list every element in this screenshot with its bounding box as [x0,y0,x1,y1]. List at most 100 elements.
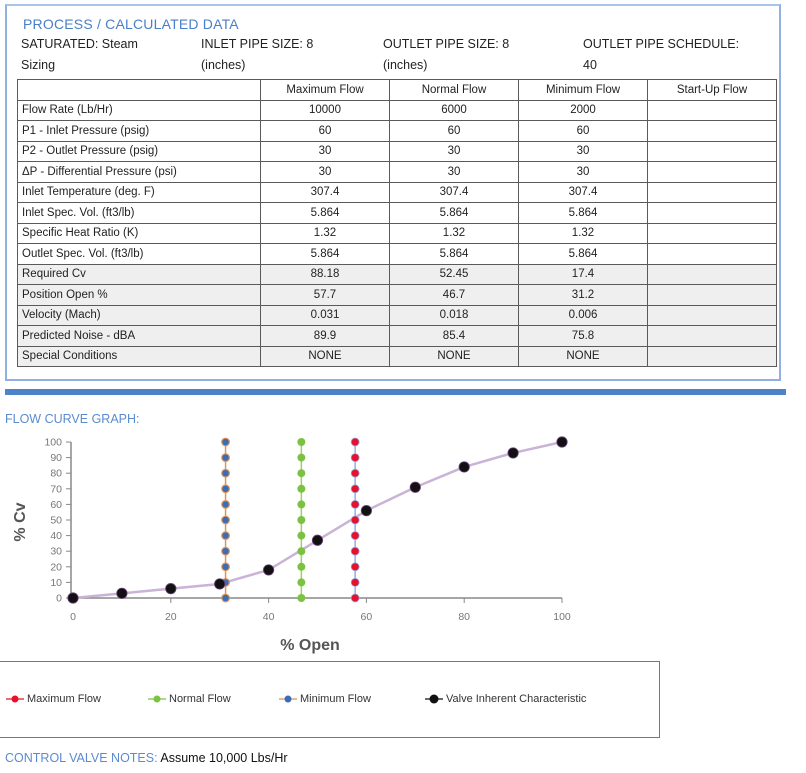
characteristic-point [116,587,128,599]
outlet-pipe-size-line2: (inches) [383,58,428,72]
cell-value: 5.864 [518,243,648,265]
fluid-type-line1: SATURATED: Steam [21,37,138,51]
cell-value: 0.018 [389,304,519,326]
table-row: ΔP - Differential Pressure (psi) 30 30 30 [17,161,777,183]
cell-value [647,202,777,224]
table-row: P1 - Inlet Pressure (psig) 60 60 60 [17,120,777,142]
characteristic-point [360,505,372,517]
cell-value [647,161,777,183]
table-row: Position Open % 57.7 46.7 31.2 [17,284,777,306]
header-minimum-flow: Minimum Flow [518,79,648,101]
flow-marker [350,562,360,572]
table-row: Specific Heat Ratio (K) 1.32 1.32 1.32 [17,222,777,244]
table-row: P2 - Outlet Pressure (psig) 30 30 30 [17,140,777,162]
flow-marker [297,484,306,493]
cell-value: 307.4 [389,181,519,203]
cell-value [647,304,777,326]
cell-value: 30 [260,161,390,183]
flow-marker [221,515,230,525]
header-blank [17,79,261,101]
cell-value: 5.864 [260,202,390,224]
flow-marker [221,593,230,603]
x-tick-label: 100 [553,611,571,623]
inlet-pipe-size: INLET PIPE SIZE: 8 (inches) [201,34,313,76]
y-tick-label: 50 [50,515,62,527]
cell-value: 30 [389,140,519,162]
legend-label-valve-characteristic: Valve Inherent Characteristic [446,693,587,705]
flow-marker [350,593,360,603]
table-row: Required Cv 88.18 52.45 17.4 [17,263,777,285]
section-divider [5,389,786,395]
flow-marker [297,453,306,462]
flow-marker [350,437,360,447]
cell-value: 6000 [389,99,519,121]
cell-value: 88.18 [260,263,390,285]
row-label: Inlet Spec. Vol. (ft3/lb) [17,202,261,224]
row-label: ΔP - Differential Pressure (psi) [17,161,261,183]
flow-marker [350,515,360,525]
legend-label-maximum-flow: Maximum Flow [27,693,101,705]
characteristic-point [165,583,177,595]
flow-marker [221,546,230,556]
row-label: Flow Rate (Lb/Hr) [17,99,261,121]
y-tick-label: 20 [50,561,62,573]
cell-value: 5.864 [518,202,648,224]
inlet-pipe-size-line1: INLET PIPE SIZE: 8 [201,37,314,51]
inlet-pipe-size-line2: (inches) [201,58,246,72]
cell-value: 85.4 [389,325,519,347]
row-label: Inlet Temperature (deg. F) [17,181,261,203]
y-tick-label: 70 [50,483,62,495]
row-label: Outlet Spec. Vol. (ft3/lb) [17,243,261,265]
flow-marker [297,547,306,556]
flow-marker [221,484,230,494]
cell-value: 5.864 [260,243,390,265]
cell-value: 10000 [260,99,390,121]
fluid-type: SATURATED: Steam Sizing [21,34,138,76]
characteristic-point [311,534,324,546]
row-label: Required Cv [17,263,261,285]
cell-value: 30 [518,161,648,183]
flow-marker [221,562,230,572]
cell-value: 1.32 [389,222,519,244]
flow-marker [297,562,306,571]
flow-marker [297,531,306,540]
control-valve-notes: CONTROL VALVE NOTES: Assume 10,000 Lbs/H… [5,751,288,765]
cell-value [647,243,777,265]
cell-value: 89.9 [260,325,390,347]
cell-value: 0.031 [260,304,390,326]
characteristic-point [214,578,226,590]
red-dot-marker-icon [6,695,24,703]
flow-marker [221,531,230,540]
cell-value [647,284,777,306]
legend-label-normal-flow: Normal Flow [169,693,231,705]
cell-value [647,222,777,244]
green-dot-marker-icon [148,695,166,703]
chart-legend: Maximum Flow Normal Flow Minimum Flow Va… [0,661,660,738]
outlet-pipe-schedule: OUTLET PIPE SCHEDULE: 40 [583,34,739,76]
row-label: P1 - Inlet Pressure (psig) [17,120,261,142]
legend-item-normal-flow: Normal Flow [148,693,231,705]
cell-value: 60 [260,120,390,142]
outlet-pipe-schedule-line1: OUTLET PIPE SCHEDULE: [583,37,740,51]
cell-value: 1.32 [518,222,648,244]
x-tick-label: 40 [263,611,275,623]
row-label: Predicted Noise - dBA [17,325,261,347]
graph-title: FLOW CURVE GRAPH: [5,412,140,426]
y-axis-label: % Cv [12,502,29,541]
x-tick-label: 0 [70,611,76,623]
outlet-pipe-size: OUTLET PIPE SIZE: 8 (inches) [383,34,509,76]
table-row: Flow Rate (Lb/Hr) 10000 6000 2000 [17,99,777,121]
characteristic-point [556,436,568,448]
flow-marker [350,577,360,587]
valve-characteristic-curve [72,440,563,600]
cell-value: 17.4 [518,263,648,285]
cell-value: 52.45 [389,263,519,285]
process-data-table: Maximum Flow Normal Flow Minimum Flow St… [17,79,777,367]
cell-value [647,99,777,121]
cell-value: NONE [518,345,648,367]
flow-marker [350,484,360,494]
cell-value: NONE [389,345,519,367]
flow-marker [297,469,306,478]
table-row: Special Conditions NONE NONE NONE [17,345,777,367]
cell-value: 30 [518,140,648,162]
